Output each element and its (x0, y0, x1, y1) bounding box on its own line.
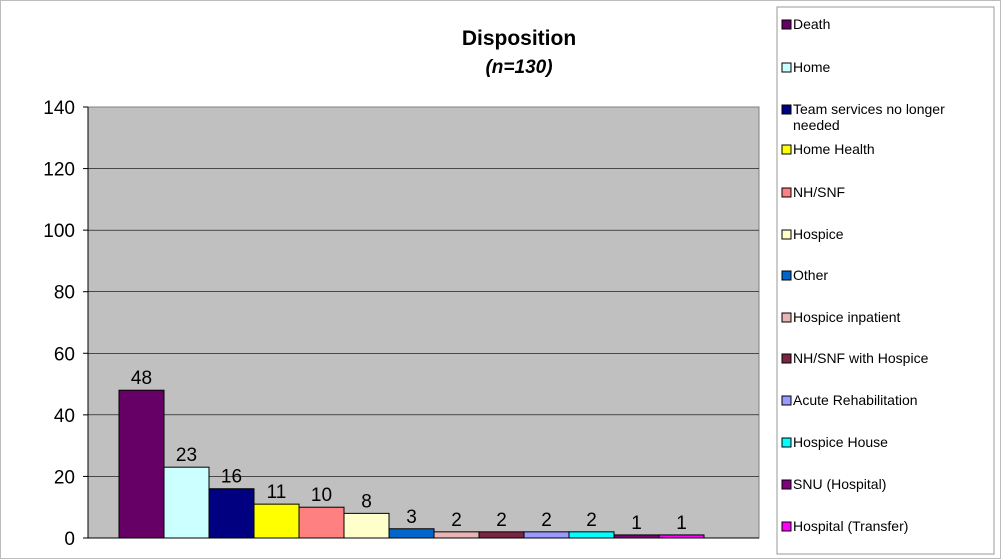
plot-background (87, 106, 760, 539)
data-label-7: 3 (406, 507, 417, 528)
legend-entry-2: Home (793, 59, 831, 75)
legend-entry-3-cont: needed (793, 117, 840, 133)
legend-swatch-13 (781, 521, 792, 532)
legend-swatch-7 (781, 270, 792, 281)
bar-8 (433, 531, 480, 539)
legend-entry-7: Other (793, 267, 828, 283)
data-label-6: 8 (361, 491, 372, 512)
bar-1 (118, 389, 165, 539)
chart-title: Disposition (462, 27, 576, 50)
data-label-11: 2 (586, 510, 597, 531)
data-label-3: 16 (221, 467, 242, 488)
legend-swatch-12 (781, 479, 792, 490)
legend-swatch-9 (781, 353, 792, 364)
legend-swatch-6 (781, 229, 792, 240)
y-tick-label: 0 (64, 529, 75, 550)
legend-entry-8: Hospice inpatient (793, 309, 901, 325)
legend-swatch-5 (781, 187, 792, 198)
y-tick-label: 140 (43, 98, 75, 119)
y-tick-label: 40 (54, 406, 75, 427)
chart-subtitle: (n=130) (485, 57, 552, 78)
bar-10 (523, 531, 570, 539)
y-tick-label: 80 (54, 283, 75, 304)
legend-entry-6: Hospice (793, 226, 844, 242)
data-label-4: 11 (267, 482, 287, 503)
legend-entry-1: Death (793, 16, 830, 32)
bar-9 (478, 531, 525, 539)
y-tick-label: 60 (54, 344, 75, 365)
data-label-1: 48 (131, 368, 152, 389)
legend-entry-9: NH/SNF with Hospice (793, 350, 929, 366)
legend-entry-11: Hospice House (793, 434, 888, 450)
y-axis: 0 20 40 60 80 100 120 140 (43, 98, 759, 550)
data-label-2: 23 (176, 445, 197, 466)
legend-swatch-8 (781, 312, 792, 323)
bar-2 (163, 466, 210, 539)
data-label-5: 10 (311, 485, 332, 506)
legend-swatch-3 (781, 104, 792, 115)
plot-area (87, 106, 760, 539)
legend-entry-10: Acute Rehabilitation (793, 392, 918, 408)
legend-swatch-11 (781, 437, 792, 448)
legend-box (776, 6, 995, 555)
y-tick-label: 100 (43, 221, 75, 242)
bar-7 (388, 528, 435, 539)
legend-swatch-10 (781, 395, 792, 406)
legend-swatch-1 (781, 19, 792, 30)
legend-swatch-4 (781, 144, 792, 155)
y-tick-label: 20 (54, 467, 75, 488)
data-label-13: 1 (676, 513, 687, 534)
y-tick-label: 120 (43, 160, 75, 181)
legend-entry-4: Home Health (793, 141, 875, 157)
bar-4 (253, 503, 300, 539)
bar-11 (568, 531, 615, 539)
legend-entry-3: Team services no longer (793, 101, 945, 117)
bar-6 (343, 512, 390, 539)
bar-3 (208, 488, 255, 539)
legend-entry-12: SNU (Hospital) (793, 476, 886, 492)
legend-swatch-2 (781, 62, 792, 73)
legend-entry-13: Hospital (Transfer) (793, 518, 908, 534)
data-label-9: 2 (496, 510, 507, 531)
data-label-8: 2 (451, 510, 462, 531)
data-label-12: 1 (631, 513, 642, 534)
legend-entry-5: NH/SNF (793, 184, 845, 200)
data-label-10: 2 (541, 510, 552, 531)
bar-5 (298, 506, 345, 539)
